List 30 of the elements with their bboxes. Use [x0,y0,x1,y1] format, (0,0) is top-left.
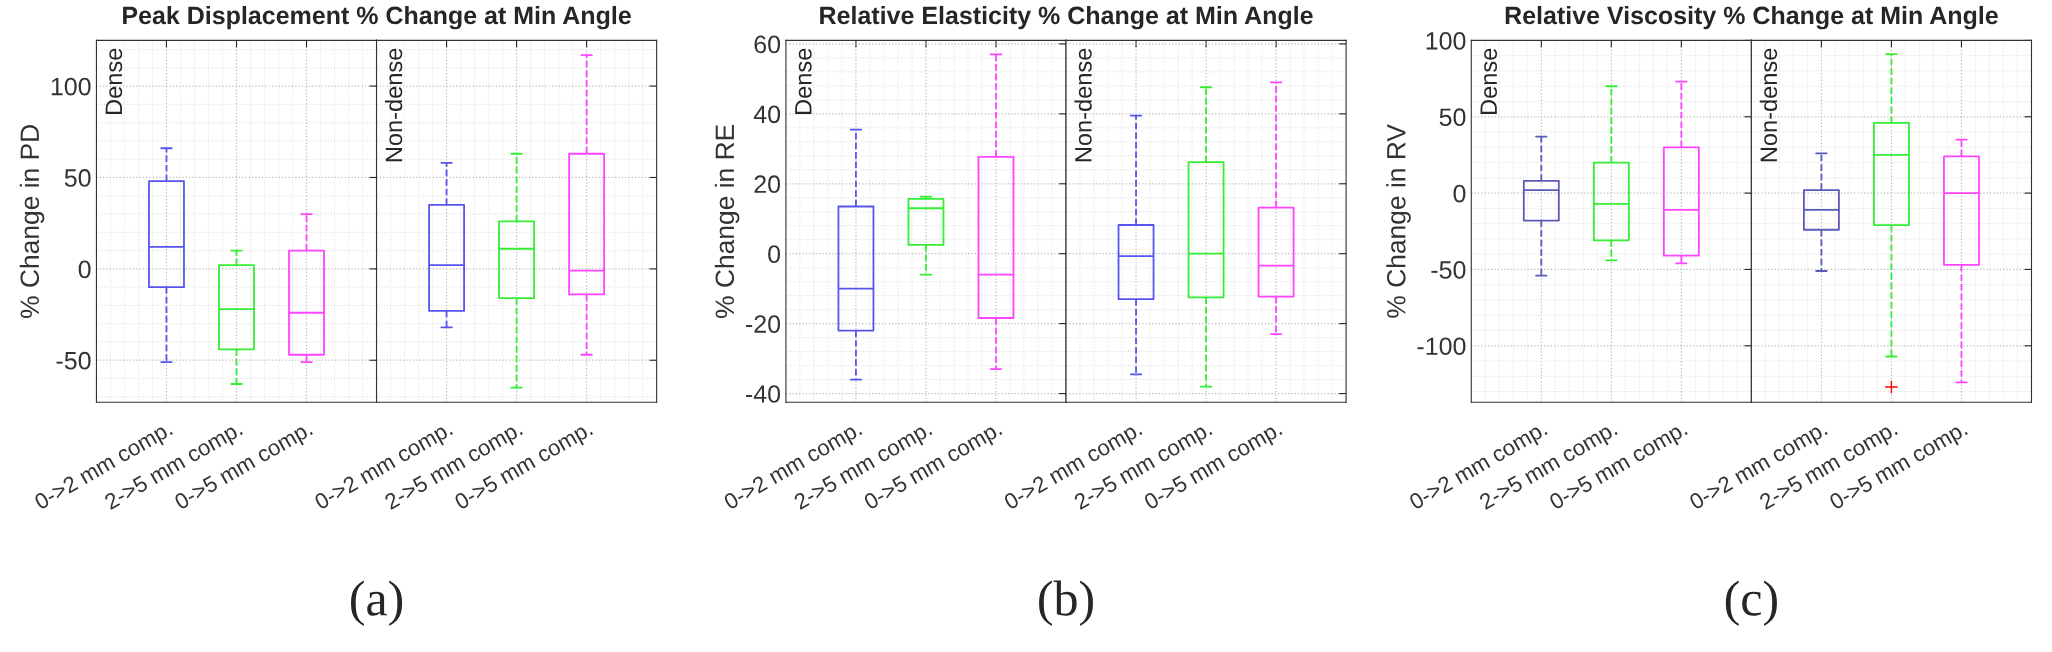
y-tick-label: 40 [753,105,781,124]
chart-title: Relative Viscosity % Change at Min Angle [1505,5,1998,30]
y-tick-label: 0 [768,245,781,263]
text: (c) [1725,580,1777,626]
annotation: Non-dense [1074,48,1092,162]
y-tick-label: -20 [746,315,781,333]
y-tick-label: 50 [1439,108,1466,127]
y-tick-label: -50 [1431,261,1466,279]
y-tick-label: 0 [78,260,91,279]
y-tick-label: 60 [754,35,781,54]
annotation: Dense [105,48,123,114]
y-tick-label: 100 [51,77,91,96]
annotation: Dense [795,48,812,114]
y-tick-label: 0 [1453,184,1466,203]
y-tick-label: -100 [1417,337,1466,356]
y-tick-label: 50 [64,169,91,187]
text: (b) [1039,580,1093,626]
y-tick-label: 20 [754,175,781,194]
annotation: Non-dense [1759,48,1778,162]
annotation: Non-dense [384,48,403,162]
y-axis-title: % Change in PD [19,125,45,318]
y-tick-label: -40 [746,385,781,403]
y-tick-label: -50 [56,351,91,370]
chart-title: Relative Elasticity % Change at Min Angle [820,5,1313,30]
y-axis-title: % Change in RE [714,124,740,318]
annotation: Dense [1480,48,1498,114]
y-axis-title: % Change in RV [1386,124,1411,318]
chart-title: Peak Displacement % Change at Min Angle [123,5,631,30]
text: (a) [350,580,403,626]
y-tick-label: 100 [1426,32,1466,50]
